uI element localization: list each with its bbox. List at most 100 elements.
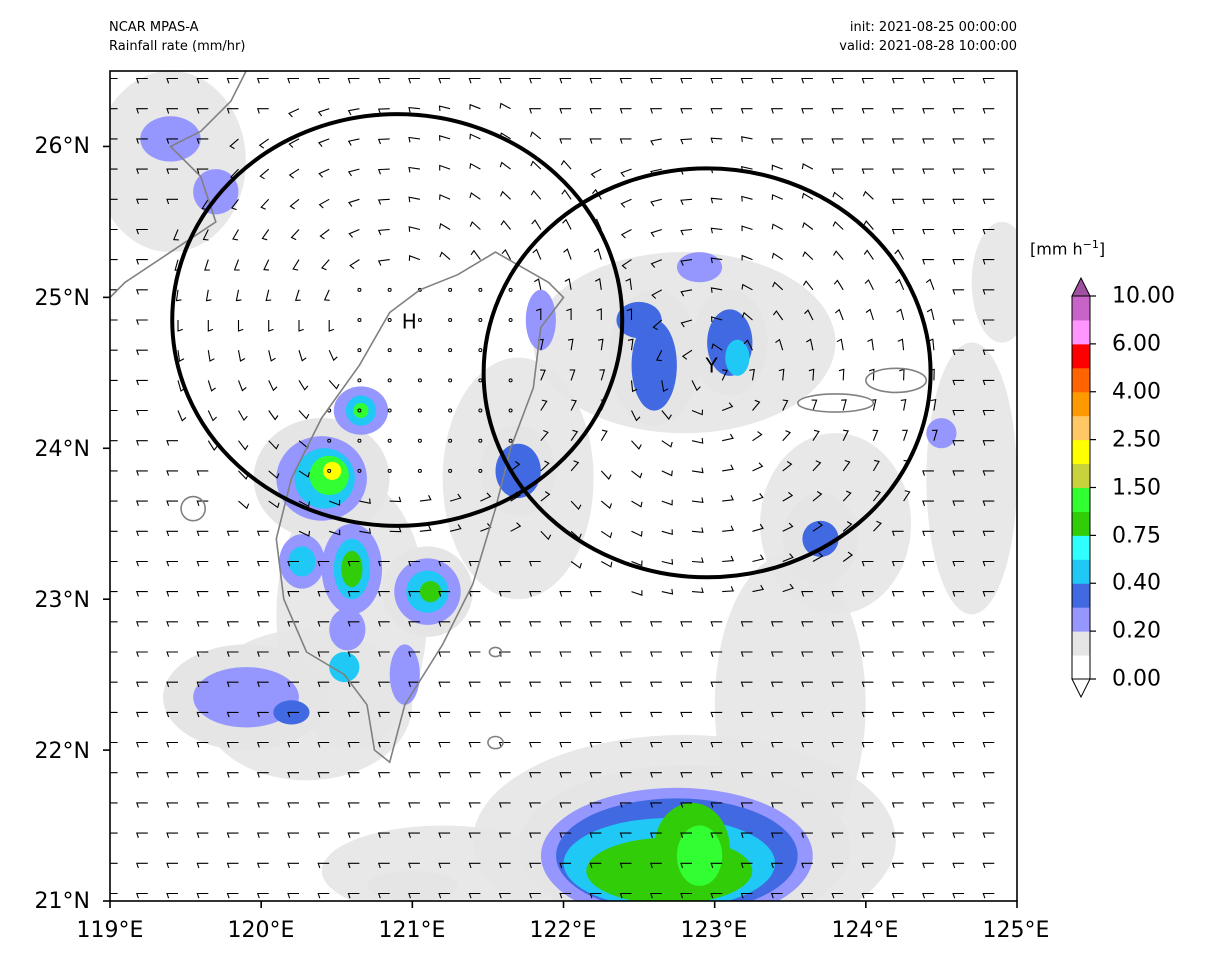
wind-barb	[377, 802, 390, 808]
wind-barb	[952, 772, 965, 778]
calm-wind-marker	[508, 287, 513, 292]
rain-shade	[616, 301, 662, 339]
wind-barb	[468, 772, 481, 778]
wind-barb	[438, 591, 451, 597]
wind-barb	[652, 319, 663, 331]
wind-barb	[237, 350, 246, 362]
wind-barb	[468, 77, 481, 84]
wind-barb	[439, 251, 451, 261]
wind-barb	[650, 681, 662, 688]
calm-wind-marker	[508, 348, 513, 353]
wind-barb	[831, 168, 844, 174]
wind-barb	[741, 254, 753, 261]
wind-barb	[922, 530, 934, 537]
wind-barb	[952, 259, 965, 265]
wind-barb	[110, 802, 118, 804]
wind-barb	[110, 591, 118, 593]
wind-barb	[408, 621, 420, 627]
map-field	[110, 71, 1017, 901]
wind-barb	[449, 493, 462, 502]
calm-wind-marker	[417, 468, 422, 473]
wind-barb	[317, 862, 330, 869]
wind-barb	[691, 527, 704, 533]
wind-barb	[922, 138, 934, 144]
coastline	[110, 71, 928, 764]
rain-shade	[676, 825, 723, 886]
wind-barb	[782, 583, 795, 593]
wind-barb	[982, 440, 995, 446]
wind-barb	[770, 892, 783, 899]
wind-barb	[529, 892, 541, 899]
wind-barb	[136, 651, 148, 657]
wind-barb	[861, 892, 874, 899]
calm-wind-marker	[478, 408, 483, 413]
wind-barb	[838, 368, 845, 381]
wind-barb	[619, 772, 632, 778]
wind-barb	[317, 77, 330, 84]
wind-barb	[861, 862, 874, 869]
wind-barb	[661, 380, 669, 393]
wind-barb	[952, 138, 965, 144]
wind-barb	[377, 168, 390, 175]
wind-barb	[166, 892, 178, 899]
wind-barb	[680, 711, 692, 718]
wind-barb	[782, 430, 792, 442]
calm-wind-marker	[448, 468, 453, 473]
y-tick-label: 25°N	[34, 286, 90, 311]
wind-barb	[110, 470, 118, 472]
wind-barb	[529, 772, 541, 778]
variable-name: Rainfall rate (mm/hr)	[109, 39, 246, 54]
wind-barb	[982, 651, 995, 657]
wind-barb	[298, 380, 309, 391]
wind-barb	[438, 77, 451, 84]
wind-barb	[468, 681, 481, 688]
wind-barb	[861, 77, 874, 84]
wind-barb	[110, 772, 118, 774]
wind-barb	[468, 862, 481, 869]
rain-shade	[193, 667, 299, 728]
wind-barb	[770, 711, 783, 718]
wind-barb	[298, 500, 311, 508]
wind-barb	[802, 221, 814, 230]
wind-barb	[196, 560, 209, 567]
wind-barb	[110, 198, 118, 200]
wind-barb	[952, 591, 965, 597]
wind-barb	[691, 497, 704, 504]
wind-barb	[982, 470, 995, 476]
wind-barb	[740, 862, 753, 869]
wind-barb	[347, 892, 360, 899]
wind-barb	[710, 621, 723, 627]
wind-barb	[680, 772, 692, 778]
y-tick-label: 23°N	[34, 588, 90, 613]
wind-barb	[529, 711, 541, 718]
wind-barb	[922, 651, 934, 657]
wind-barb	[801, 192, 814, 200]
wind-barb	[196, 77, 209, 84]
wind-barb	[256, 77, 269, 84]
wind-barb	[691, 438, 704, 444]
wind-barb	[377, 198, 390, 205]
wind-barb	[438, 741, 451, 748]
wind-barb	[287, 560, 299, 567]
wind-barb	[867, 338, 874, 351]
colorbar-swatch	[1072, 343, 1090, 369]
figure-header-left: NCAR MPAS-A Rainfall rate (mm/hr)	[109, 18, 245, 56]
wind-barb	[952, 651, 965, 657]
wind-barb	[136, 409, 148, 416]
wind-barb	[540, 491, 551, 502]
wind-barb	[626, 308, 633, 320]
wind-barb	[408, 255, 421, 261]
wind-barb	[136, 832, 148, 838]
wind-barb	[377, 741, 390, 748]
colorbar	[1071, 276, 1096, 699]
wind-barb	[891, 168, 904, 174]
rain-shade-light	[971, 221, 1017, 343]
wind-barb	[317, 802, 330, 808]
wind-barb	[408, 77, 420, 84]
wind-barb	[136, 228, 148, 235]
wind-barb	[317, 560, 330, 567]
wind-barb	[861, 832, 874, 838]
wind-barb	[268, 380, 278, 392]
colorbar-swatch	[1072, 487, 1090, 512]
wind-barb	[564, 278, 572, 290]
